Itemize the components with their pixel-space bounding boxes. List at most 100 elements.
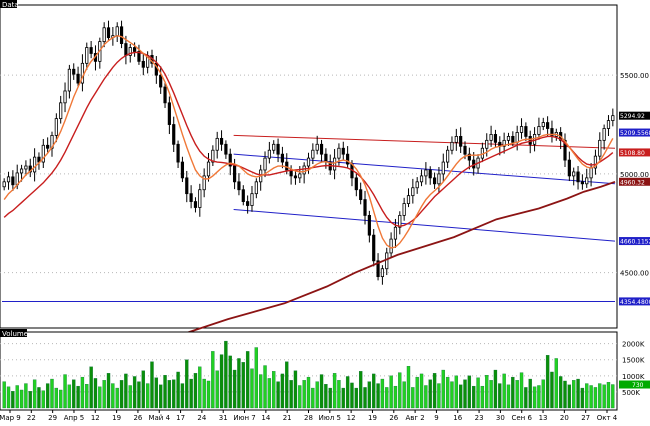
volume-bar: [206, 380, 211, 409]
candle-body: [6, 176, 11, 183]
candle-body: [246, 201, 250, 206]
candle-body: [424, 169, 428, 177]
volume-bar: [472, 385, 476, 409]
volume-bar: [28, 391, 32, 409]
candle-body: [272, 143, 276, 151]
volume-bars: [2, 340, 615, 409]
x-tick-label: 26: [389, 414, 398, 422]
volume-bar: [324, 384, 328, 409]
candle-body: [159, 74, 163, 88]
candle-body: [263, 157, 267, 171]
volume-bar: [176, 371, 180, 409]
channel-line-mid: [233, 153, 616, 185]
volume-bar: [189, 378, 193, 409]
volume-bar: [372, 373, 376, 409]
volume-tick-label: 1500K: [622, 357, 645, 365]
candle-body: [441, 161, 445, 175]
volume-tick-label: 500K: [622, 389, 640, 397]
volume-bar: [363, 387, 367, 409]
trend-channels: [2, 134, 616, 303]
volume-bar: [232, 369, 237, 409]
candle-body: [2, 181, 6, 188]
x-tick-label: 20: [560, 414, 569, 422]
volume-bar: [402, 381, 406, 409]
volume-bar: [15, 385, 19, 409]
candle-body: [332, 157, 337, 171]
x-tick-label: 9: [434, 414, 438, 422]
volume-bar: [467, 375, 472, 409]
volume-bar: [198, 366, 202, 409]
volume-bar: [506, 384, 511, 409]
volume-bar: [489, 380, 493, 409]
volume-bar: [441, 369, 445, 409]
volume-bar: [93, 378, 98, 409]
price-label-text: 4354.4800: [620, 299, 650, 306]
volume-bar: [589, 385, 593, 409]
volume-bar: [163, 375, 167, 409]
volume-bar: [115, 387, 119, 409]
candle-body: [385, 252, 389, 270]
candle-body: [576, 171, 580, 183]
candle-body: [372, 234, 376, 262]
volume-bar: [563, 380, 567, 409]
volume-bar: [567, 384, 572, 409]
volume-bar: [380, 378, 385, 409]
candle-body: [267, 149, 271, 159]
candle-body: [567, 159, 571, 177]
channel-line-lower: [233, 208, 616, 242]
volume-bar: [76, 385, 80, 409]
channel-line-upper: [233, 134, 616, 149]
volume-bar: [367, 381, 372, 409]
volume-bar: [602, 384, 606, 409]
volume-bar: [159, 384, 163, 409]
volume-bar: [185, 359, 189, 409]
volume-bar: [315, 381, 319, 409]
volume-bar: [593, 387, 598, 409]
volume-bar: [128, 385, 132, 409]
price-label-box: [619, 148, 650, 157]
volume-bar: [541, 379, 545, 409]
candle-body: [63, 90, 67, 104]
candle-body: [506, 135, 511, 141]
x-tick-label: 30: [496, 414, 505, 422]
candle-body: [85, 47, 89, 64]
volume-bar: [476, 377, 480, 409]
volume-bar: [280, 373, 285, 409]
candle-body: [193, 201, 198, 208]
candle-body: [463, 145, 467, 155]
candle-body: [415, 181, 419, 189]
volume-bar: [19, 389, 24, 409]
volume-bar: [528, 378, 532, 409]
price-labels: 5294.92 5209.5568 5108.80 4960.32 4660.1152 4…: [619, 111, 650, 306]
volume-bar: [550, 371, 554, 409]
volume-bar: [328, 387, 332, 409]
price-label-box: [619, 297, 650, 306]
volume-last-label: 730: [632, 382, 644, 389]
volume-bar: [193, 373, 198, 409]
candle-body: [254, 181, 258, 195]
candle-body: [311, 149, 315, 159]
candle-body: [128, 47, 132, 56]
candle-body: [176, 143, 180, 163]
price-label-text: 4660.1152: [620, 239, 650, 246]
candle-body: [224, 143, 228, 155]
candle-body: [119, 26, 124, 44]
candle-body: [11, 176, 15, 186]
candle-body: [363, 199, 367, 216]
candle-body: [524, 126, 528, 137]
volume-bar: [337, 380, 341, 409]
volume-bar: [398, 372, 402, 409]
candle-body: [354, 177, 358, 191]
candle-body: [611, 115, 615, 121]
x-tick-label: Май 4: [148, 414, 170, 422]
volume-bar: [215, 370, 219, 409]
candle-body: [515, 132, 519, 143]
volume-bar: [502, 373, 506, 409]
x-tick-label: 23: [475, 414, 484, 422]
candle-body: [402, 203, 406, 216]
candle-body: [367, 214, 371, 236]
candle-body: [398, 214, 402, 228]
candle-body: [337, 147, 341, 159]
